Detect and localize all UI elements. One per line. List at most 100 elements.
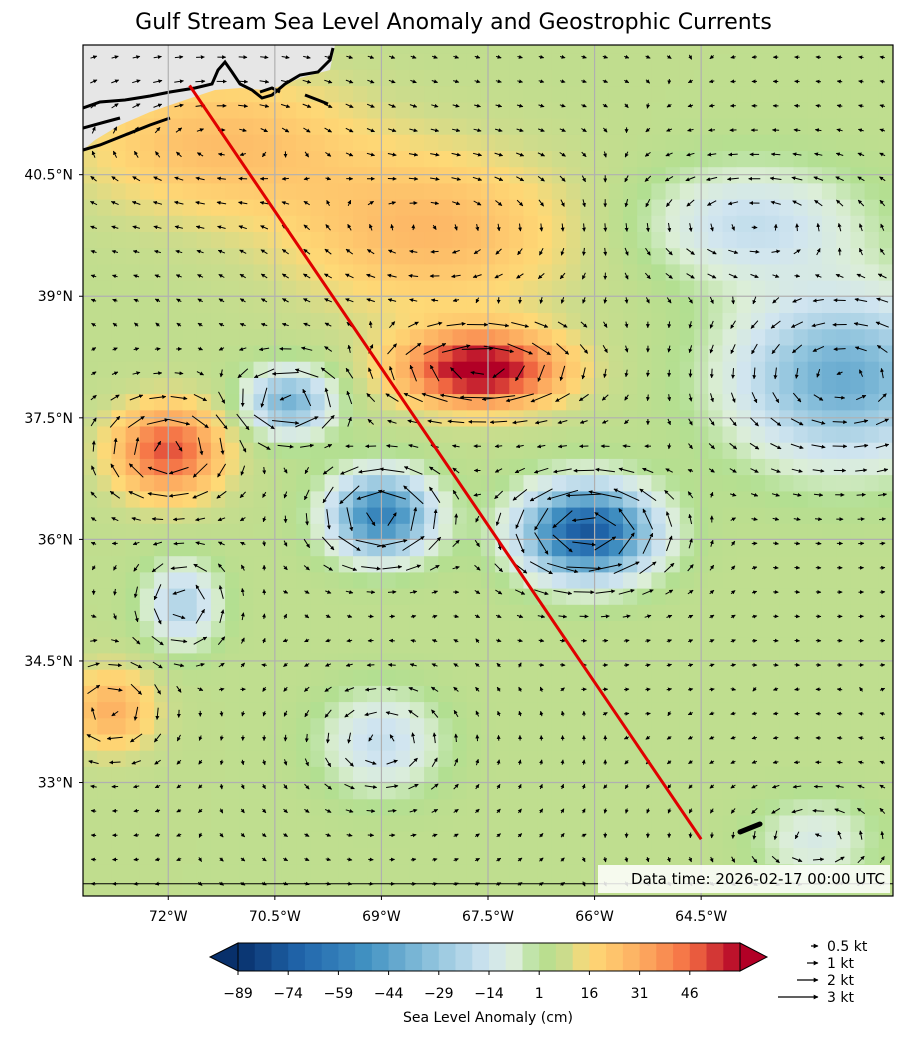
sla-cell <box>111 263 127 281</box>
sla-cell <box>83 863 98 881</box>
sla-cell <box>793 280 809 297</box>
sla-cell <box>637 361 652 378</box>
sla-cell <box>750 280 766 297</box>
sla-cell <box>608 53 624 70</box>
sla-cell <box>381 669 397 686</box>
sla-cell <box>850 766 866 784</box>
sla-cell <box>580 717 596 735</box>
sla-cell <box>353 879 368 896</box>
sla-cell <box>779 555 795 573</box>
current-arrow <box>815 103 822 108</box>
sla-cell <box>623 766 638 784</box>
sla-cell <box>125 150 141 168</box>
sla-cell <box>438 117 454 135</box>
sla-cell <box>779 733 795 751</box>
sla-cell <box>821 798 837 816</box>
sla-cell <box>353 733 368 751</box>
sla-cell <box>253 199 269 216</box>
sla-cell <box>97 555 112 573</box>
sla-cell <box>438 296 454 313</box>
sla-cell <box>296 150 311 168</box>
sla-cell <box>367 815 382 832</box>
sla-cell <box>111 831 127 848</box>
sla-cell <box>807 134 823 151</box>
sla-cell <box>239 231 255 249</box>
sla-cell <box>850 523 866 540</box>
sla-cell <box>566 442 581 459</box>
sla-cell <box>509 199 525 216</box>
sla-cell <box>168 134 184 151</box>
sla-cell <box>338 199 354 216</box>
sla-cell <box>878 507 893 524</box>
sla-cell <box>495 879 510 896</box>
sla-cell <box>210 231 226 249</box>
sla-cell <box>381 425 397 443</box>
sla-cell <box>608 750 624 767</box>
current-arrow <box>154 684 162 695</box>
sla-cell <box>651 199 667 216</box>
sla-cell <box>225 831 240 848</box>
sla-cell <box>736 85 752 103</box>
current-arrow <box>155 707 160 720</box>
sla-cell <box>139 150 155 168</box>
sla-cell <box>310 523 326 540</box>
sla-cell <box>210 750 226 767</box>
sla-cell <box>566 344 581 362</box>
sla-cell <box>594 117 610 135</box>
sla-cell <box>807 53 823 70</box>
sla-cell <box>310 393 326 411</box>
sla-cell <box>196 831 212 848</box>
sla-cell <box>495 263 510 281</box>
current-arrow <box>836 736 843 741</box>
sla-cell <box>864 182 880 200</box>
sla-cell <box>836 377 851 395</box>
sla-cell <box>409 766 425 784</box>
sla-cell <box>381 117 397 135</box>
sla-cell <box>736 458 752 476</box>
sla-cell <box>353 798 368 816</box>
sla-cell <box>367 523 382 540</box>
sla-cell <box>679 377 695 395</box>
sla-cell <box>210 150 226 168</box>
colorbar-tick-label: 16 <box>580 986 598 1002</box>
sla-cell <box>750 45 766 54</box>
sla-cell <box>608 344 624 362</box>
sla-cell <box>623 847 638 865</box>
sla-cell <box>736 766 752 784</box>
sla-cell <box>381 263 397 281</box>
current-arrow <box>133 586 138 598</box>
sla-cell <box>239 182 255 200</box>
sla-cell <box>523 377 539 395</box>
sla-cell <box>111 344 127 362</box>
sla-cell <box>637 847 652 865</box>
sla-cell <box>452 701 468 719</box>
sla-cell <box>381 182 397 200</box>
sla-cell <box>253 588 269 605</box>
sla-cell <box>253 150 269 168</box>
sla-cell <box>452 85 468 103</box>
sla-cell <box>665 636 681 654</box>
sla-cell <box>836 361 851 378</box>
sla-cell <box>850 490 866 508</box>
sla-cell <box>83 555 98 573</box>
sla-cell <box>651 458 667 476</box>
sla-cell <box>182 361 198 378</box>
sla-cell <box>97 393 112 411</box>
sla-cell <box>424 312 439 330</box>
sla-cell <box>381 134 397 151</box>
sla-cell <box>594 344 610 362</box>
sla-cell <box>566 507 581 524</box>
sla-cell <box>424 458 439 476</box>
sla-cell <box>836 733 851 751</box>
sla-cell <box>551 490 567 508</box>
sla-cell <box>452 717 468 735</box>
sla-cell <box>779 507 795 524</box>
sla-cell <box>452 571 468 589</box>
sla-cell <box>779 377 795 395</box>
sla-cell <box>736 555 752 573</box>
sla-cell <box>793 588 809 605</box>
current-arrow <box>176 298 182 303</box>
sla-cell <box>779 847 795 865</box>
sla-cell <box>196 361 212 378</box>
sla-cell <box>125 296 141 313</box>
